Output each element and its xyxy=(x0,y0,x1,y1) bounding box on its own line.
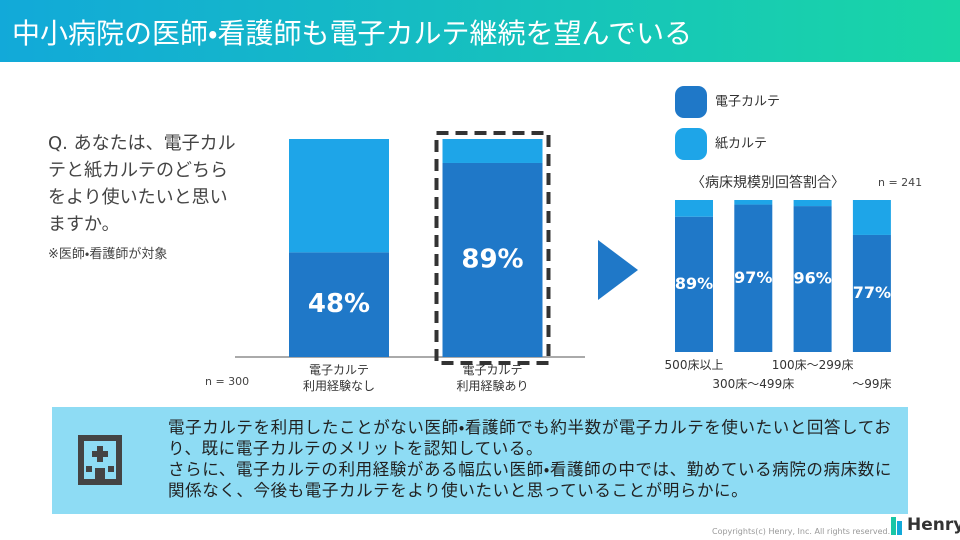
value-label: 77% xyxy=(853,283,891,302)
bar-segment xyxy=(289,139,389,253)
bar-segment xyxy=(852,234,891,352)
x-tick-label: 電子カルテ 利用経験あり xyxy=(456,363,529,393)
brand-logo xyxy=(891,517,902,535)
copyright: Copyrights(c) Henry, Inc. All rights res… xyxy=(712,527,891,536)
summary-text: さらに、電子カルテの利用経験がある幅広い医師・看護師の中では、勤めている病院の病… xyxy=(168,460,892,500)
x-tick-label: 100床～299床 xyxy=(771,358,854,372)
hospital-icon xyxy=(78,435,122,485)
brand: Henry xyxy=(907,515,960,535)
bar-segment xyxy=(734,200,773,205)
value-label: 96% xyxy=(793,269,831,288)
x-tick-label: 300床～499床 xyxy=(712,377,795,391)
value-label: 48% xyxy=(308,289,370,319)
x-tick-label: 500床以上 xyxy=(664,358,724,372)
legend-swatch xyxy=(675,86,707,118)
bar-segment xyxy=(675,216,713,352)
summary-text: 電子カルテを利用したことがない医師・看護師でも約半数が電子カルテを使いたいと回答… xyxy=(168,418,892,458)
x-tick-label: 電子カルテ 利用経験なし xyxy=(302,363,375,393)
value-label: 89% xyxy=(461,244,523,274)
arrow xyxy=(598,240,638,300)
annotation: n = 241 xyxy=(878,176,922,189)
legend-label: 電子カルテ xyxy=(715,95,780,110)
summary: 電子カルテを利用したことがない医師・看護師でも約半数が電子カルテを使いたいと回答… xyxy=(168,417,898,501)
bar-segment xyxy=(793,200,832,207)
value-label: 97% xyxy=(734,268,772,287)
header-bar xyxy=(0,0,960,62)
bar-segment xyxy=(442,139,543,163)
bar-segment xyxy=(289,252,389,357)
bar-segment xyxy=(734,204,773,352)
note: ※医師・看護師が対象 xyxy=(48,247,168,262)
legend-label: 紙カルテ xyxy=(715,137,767,152)
value-label: 89% xyxy=(675,274,713,293)
summary-box xyxy=(52,407,908,514)
chart-title: 〈病床規模別回答割合〉 xyxy=(691,174,845,191)
bar-segment xyxy=(442,162,543,357)
bar-segment xyxy=(852,200,891,235)
slide-title: 中小病院の医師・看護師も電子カルテ継続を望んでいる xyxy=(12,17,693,50)
annotation: n = 300 xyxy=(205,375,249,388)
question: Q. あなたは、電子カルテと紙カルテのどちらをより使いたいと思いますか。 xyxy=(48,133,236,235)
bar-segment xyxy=(675,200,713,217)
bar-segment xyxy=(793,206,832,352)
x-tick-label: ～99床 xyxy=(852,377,892,391)
legend-swatch xyxy=(675,128,707,160)
